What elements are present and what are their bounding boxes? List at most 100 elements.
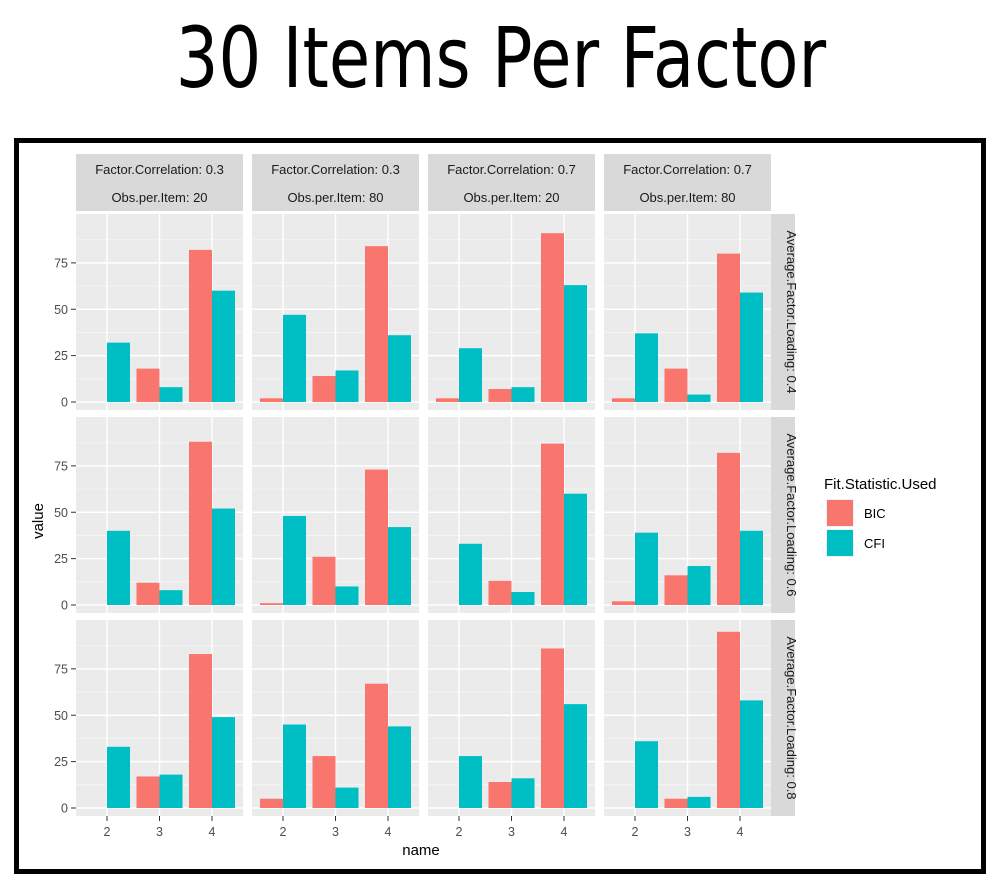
x-tick-label: 2	[104, 825, 111, 839]
x-tick-label: 4	[737, 825, 744, 839]
bar-bic	[717, 452, 740, 605]
bar-cfi	[283, 724, 306, 808]
legend-label: CFI	[864, 536, 885, 551]
row-strip	[771, 620, 795, 816]
column-strip-top-label: Factor.Correlation: 0.3	[95, 162, 224, 177]
bar-cfi	[564, 704, 587, 808]
bar-bic	[189, 249, 212, 402]
bar-cfi	[335, 586, 359, 605]
bar-bic	[717, 631, 740, 808]
bar-cfi	[159, 590, 183, 605]
y-tick-label: 0	[61, 599, 68, 613]
column-strip-bottom-label: Obs.per.Item: 20	[463, 190, 559, 205]
x-tick-label: 2	[280, 825, 287, 839]
bar-cfi	[459, 756, 482, 808]
legend-key-cfi	[827, 530, 853, 556]
bar-bic	[136, 582, 160, 605]
bar-bic	[312, 376, 336, 402]
row-strip-label: Average.Factor.Loading: 0.4	[784, 230, 799, 393]
row-strip	[771, 214, 795, 410]
faceted-bar-chart: Factor.Correlation: 0.3 Obs.per.Item: 20 F…	[30, 154, 937, 859]
bar-bic	[365, 469, 388, 605]
bar-cfi	[388, 726, 411, 808]
y-tick-label: 75	[54, 459, 68, 473]
y-tick-label: 50	[54, 709, 68, 723]
x-tick-label: 4	[209, 825, 216, 839]
bar-bic	[717, 253, 740, 402]
x-tick-label: 2	[632, 825, 639, 839]
slide-title: 30 Items Per Factor	[175, 9, 827, 107]
bar-cfi	[212, 290, 235, 402]
x-tick-label: 4	[561, 825, 568, 839]
column-strip	[604, 154, 771, 211]
bar-cfi	[107, 342, 130, 402]
bar-bic	[365, 683, 388, 808]
bar-cfi	[283, 314, 306, 402]
bar-cfi	[564, 285, 587, 402]
y-tick-label: 25	[54, 755, 68, 769]
bar-bic	[436, 398, 459, 402]
bar-cfi	[388, 527, 411, 605]
row-strip-label: Average.Factor.Loading: 0.8	[784, 636, 799, 799]
row-strip	[771, 417, 795, 613]
y-tick-label: 25	[54, 349, 68, 363]
bar-bic	[612, 601, 635, 605]
column-strip-top-label: Factor.Correlation: 0.3	[271, 162, 400, 177]
x-tick-label: 3	[156, 825, 163, 839]
bar-bic	[488, 580, 512, 605]
bar-bic	[664, 575, 688, 605]
y-tick-label: 50	[54, 303, 68, 317]
bar-cfi	[687, 796, 711, 808]
bar-cfi	[511, 387, 535, 402]
bar-cfi	[740, 292, 763, 402]
bar-cfi	[283, 515, 306, 605]
bar-cfi	[107, 746, 130, 808]
bar-bic	[664, 798, 688, 808]
y-tick-label: 75	[54, 662, 68, 676]
x-tick-label: 3	[332, 825, 339, 839]
column-strip-top-label: Factor.Correlation: 0.7	[623, 162, 752, 177]
bar-bic	[136, 776, 160, 808]
bar-bic	[541, 233, 564, 402]
chart-frame: Factor.Correlation: 0.3 Obs.per.Item: 20 F…	[14, 138, 986, 874]
bar-bic	[312, 756, 336, 808]
y-tick-label: 50	[54, 506, 68, 520]
bar-cfi	[635, 741, 658, 808]
column-strip-top-label: Factor.Correlation: 0.7	[447, 162, 576, 177]
x-tick-label: 4	[385, 825, 392, 839]
bar-cfi	[687, 566, 711, 605]
y-tick-label: 0	[61, 396, 68, 410]
bar-cfi	[687, 394, 711, 402]
bar-cfi	[459, 348, 482, 402]
bar-cfi	[511, 592, 535, 605]
bar-bic	[260, 603, 283, 605]
column-strip	[252, 154, 419, 211]
bar-cfi	[459, 543, 482, 605]
bar-bic	[541, 443, 564, 605]
bar-bic	[664, 368, 688, 402]
bar-cfi	[212, 717, 235, 808]
x-tick-label: 3	[684, 825, 691, 839]
bar-bic	[541, 648, 564, 808]
bar-bic	[488, 782, 512, 808]
x-tick-label: 3	[508, 825, 515, 839]
bar-cfi	[388, 335, 411, 402]
legend-label: BIC	[864, 506, 886, 521]
column-strip-bottom-label: Obs.per.Item: 20	[111, 190, 207, 205]
bar-bic	[312, 556, 336, 605]
bar-bic	[136, 368, 160, 402]
y-tick-label: 75	[54, 256, 68, 270]
bar-cfi	[335, 370, 359, 402]
bar-cfi	[107, 530, 130, 605]
bar-cfi	[635, 333, 658, 402]
legend-key-bic	[827, 500, 853, 526]
bar-cfi	[740, 700, 763, 808]
bar-bic	[189, 654, 212, 808]
bar-cfi	[159, 387, 183, 402]
column-strip-bottom-label: Obs.per.Item: 80	[639, 190, 735, 205]
bar-cfi	[335, 787, 359, 808]
row-strip-label: Average.Factor.Loading: 0.6	[784, 433, 799, 596]
bar-bic	[260, 798, 283, 808]
y-tick-label: 25	[54, 552, 68, 566]
y-tick-label: 0	[61, 802, 68, 816]
